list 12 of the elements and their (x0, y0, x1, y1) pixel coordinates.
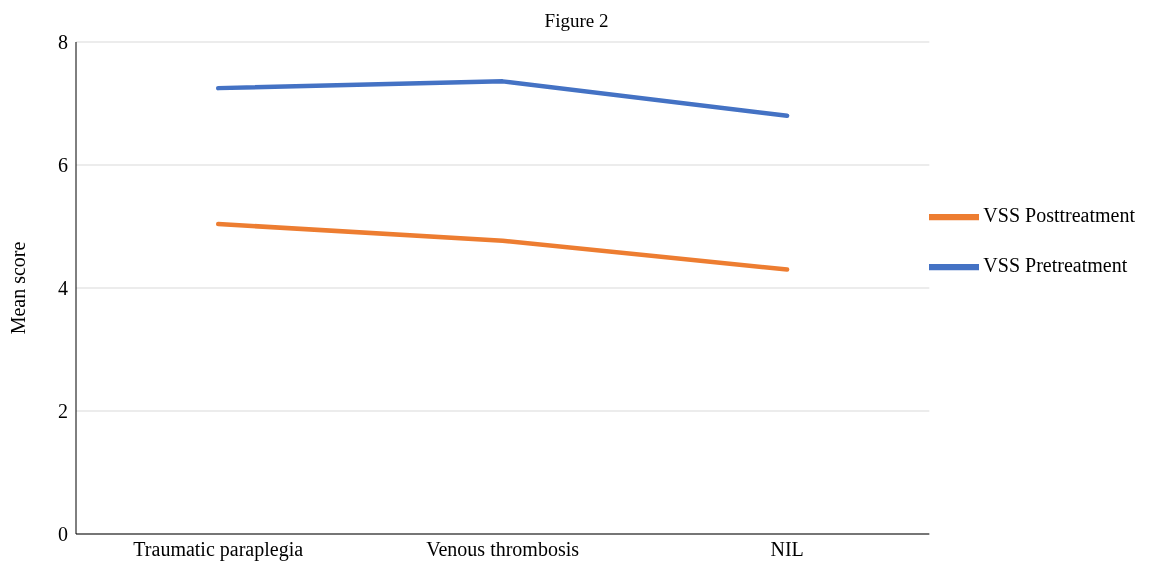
x-tick-label: Venous thrombosis (426, 538, 580, 561)
y-tick-label: 6 (58, 154, 68, 177)
chart-title: Figure 2 (544, 10, 609, 31)
y-axis-title: Mean score (7, 241, 30, 335)
legend-label: VSS Posttreatment (983, 203, 1135, 226)
x-tick-label: Traumatic paraplegia (133, 538, 304, 562)
y-tick-label: 2 (58, 400, 68, 423)
x-tick-label: NIL (770, 538, 804, 561)
y-tick-label: 4 (58, 277, 68, 300)
y-tick-label: 8 (58, 31, 68, 54)
y-tick-label: 0 (58, 523, 68, 546)
legend-label: VSS Pretreatment (983, 253, 1128, 276)
